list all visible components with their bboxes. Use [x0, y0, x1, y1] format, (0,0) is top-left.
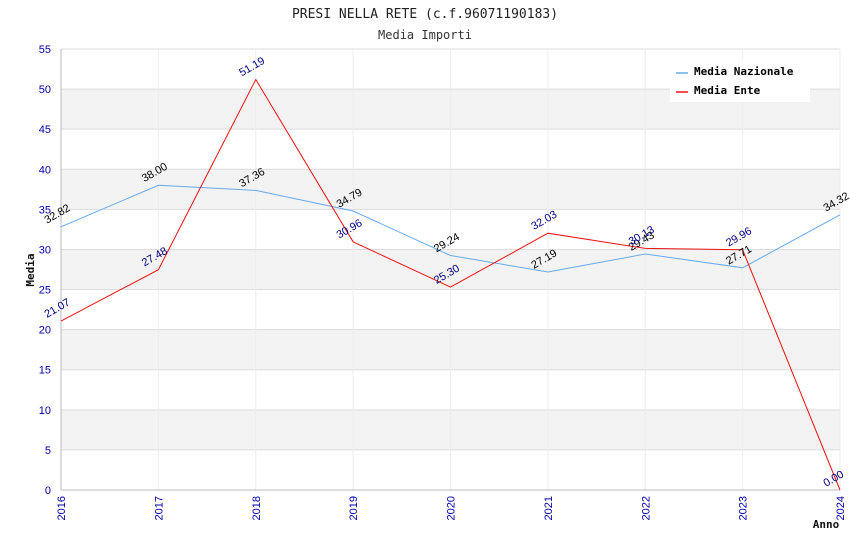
y-axis-label: Media [24, 253, 37, 286]
chart-title: PRESI NELLA RETE (c.f.96071190183) [292, 7, 558, 22]
x-tick-label: 2020 [446, 496, 458, 520]
legend-label-nazionale: Media Nazionale [694, 65, 794, 78]
x-tick-label: 2024 [835, 496, 847, 520]
x-tick-label: 2022 [640, 496, 652, 520]
x-tick-label: 2021 [543, 496, 555, 520]
data-label-ente: 30.96 [335, 217, 365, 241]
data-label-ente: 29.96 [724, 225, 754, 249]
x-tick-label: 2023 [738, 496, 750, 520]
y-tick-label: 15 [39, 365, 51, 377]
x-tick-label: 2017 [153, 496, 165, 520]
chart-subtitle: Media Importi [378, 28, 472, 42]
series-line-nazionale [60, 184, 841, 273]
y-tick-label: 0 [45, 485, 51, 497]
series-line-ente [60, 78, 841, 491]
y-tick-label: 35 [39, 204, 51, 216]
y-axis-ticks: 0 5 10 15 20 25 30 35 40 45 50 55 [39, 44, 51, 497]
y-tick-label: 45 [39, 124, 51, 136]
y-tick-label: 40 [39, 164, 51, 176]
legend-label-ente: Media Ente [694, 84, 761, 97]
legend-box [670, 60, 810, 102]
axes [60, 49, 840, 491]
y-tick-label: 50 [39, 84, 51, 96]
x-axis-ticks: 2016 2017 2018 2019 2020 2021 2022 2023 2024 [56, 496, 847, 520]
y-tick-label: 25 [39, 285, 51, 297]
legend: Media Nazionale Media Ente [670, 60, 810, 102]
y-tick-label: 5 [45, 445, 51, 457]
data-label-ente: 32.03 [529, 209, 559, 233]
y-tick-label: 30 [39, 244, 51, 256]
data-label-ente: 0.00 [822, 468, 847, 489]
series-lines [60, 78, 841, 491]
data-label-ente: 51.19 [237, 55, 267, 79]
x-tick-label: 2018 [251, 496, 263, 520]
y-tick-label: 55 [39, 44, 51, 56]
y-tick-label: 10 [39, 405, 51, 417]
x-tick-label: 2019 [348, 496, 360, 520]
x-axis-label: Anno [813, 518, 840, 531]
x-tick-label: 2016 [56, 496, 68, 520]
y-tick-label: 20 [39, 325, 51, 337]
